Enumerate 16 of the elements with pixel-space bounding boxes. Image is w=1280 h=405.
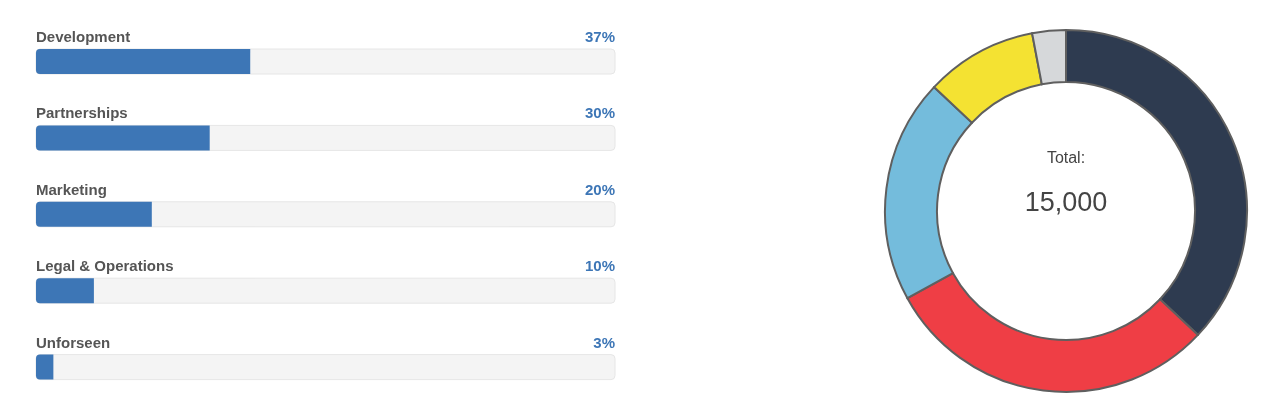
data-label: 20%	[584, 180, 615, 198]
bar	[36, 201, 152, 227]
data-label: 37%	[584, 28, 615, 45]
data-label: 3%	[593, 333, 615, 351]
data-label: 10%	[584, 257, 615, 275]
y-tick-label: Marketing	[36, 180, 107, 198]
data-label: 30%	[584, 104, 615, 122]
bar	[36, 278, 94, 304]
bar	[36, 125, 210, 151]
y-tick-label: Development	[36, 28, 131, 45]
text: 15,000	[1023, 186, 1109, 219]
y-tick-label: Unforseen	[36, 333, 111, 351]
bar	[36, 354, 54, 380]
y-tick-label: Partnerships	[36, 104, 128, 122]
text: Total:	[1045, 148, 1087, 168]
y-tick-label: Legal & Operations	[36, 257, 174, 275]
